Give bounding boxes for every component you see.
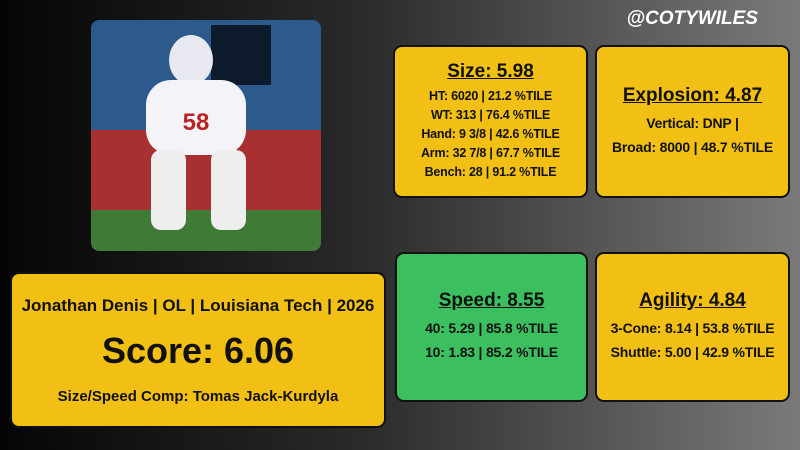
stat-line: 10: 1.83 | 85.2 %TILE	[425, 344, 558, 360]
stat-line: Bench: 28 | 91.2 %TILE	[424, 165, 557, 179]
stat-line: Shuttle: 5.00 | 42.9 %TILE	[610, 344, 775, 360]
stat-line: HT: 6020 | 21.2 %TILE	[429, 89, 552, 103]
card-title: Size: 5.98	[447, 61, 534, 82]
comp: Size/Speed Comp: Tomas Jack-Kurdyla	[57, 387, 339, 405]
stat-line: 3-Cone: 8.14 | 53.8 %TILE	[610, 320, 775, 336]
score: Score: 6.06	[101, 329, 295, 371]
svg-text:58: 58	[183, 109, 210, 136]
player-line: Jonathan Denis | OL | Louisiana Tech | 2…	[21, 295, 375, 315]
handle: @COTYWILES	[626, 8, 758, 29]
agility-card: Agility: 4.84 3-Cone: 8.14 | 53.8 %TILE Sh…	[595, 252, 790, 402]
size-card: Size: 5.98 HT: 6020 | 21.2 %TILE WT: 313 |…	[393, 45, 588, 198]
stat-line: Broad: 8000 | 48.7 %TILE	[612, 138, 773, 155]
player-card: Jonathan Denis | OL | Louisiana Tech | 2…	[10, 272, 386, 428]
stat-line: WT: 313 | 76.4 %TILE	[431, 108, 550, 122]
explosion-card: Explosion: 4.87 Vertical: DNP | Broad: 800…	[595, 45, 790, 198]
stat-line: Arm: 32 7/8 | 67.7 %TILE	[420, 146, 561, 160]
card-title: Explosion: 4.87	[622, 84, 763, 106]
stat-line: Hand: 9 3/8 | 42.6 %TILE	[421, 127, 560, 141]
player-photo: 58	[91, 20, 321, 251]
card-title: Agility: 4.84	[639, 290, 746, 311]
stat-line: 40: 5.29 | 85.8 %TILE	[425, 320, 558, 336]
card-title: Speed: 8.55	[438, 290, 545, 311]
stat-line: Vertical: DNP |	[646, 114, 739, 131]
speed-card: Speed: 8.55 40: 5.29 | 85.8 %TILE 10: 1.83…	[395, 252, 588, 402]
